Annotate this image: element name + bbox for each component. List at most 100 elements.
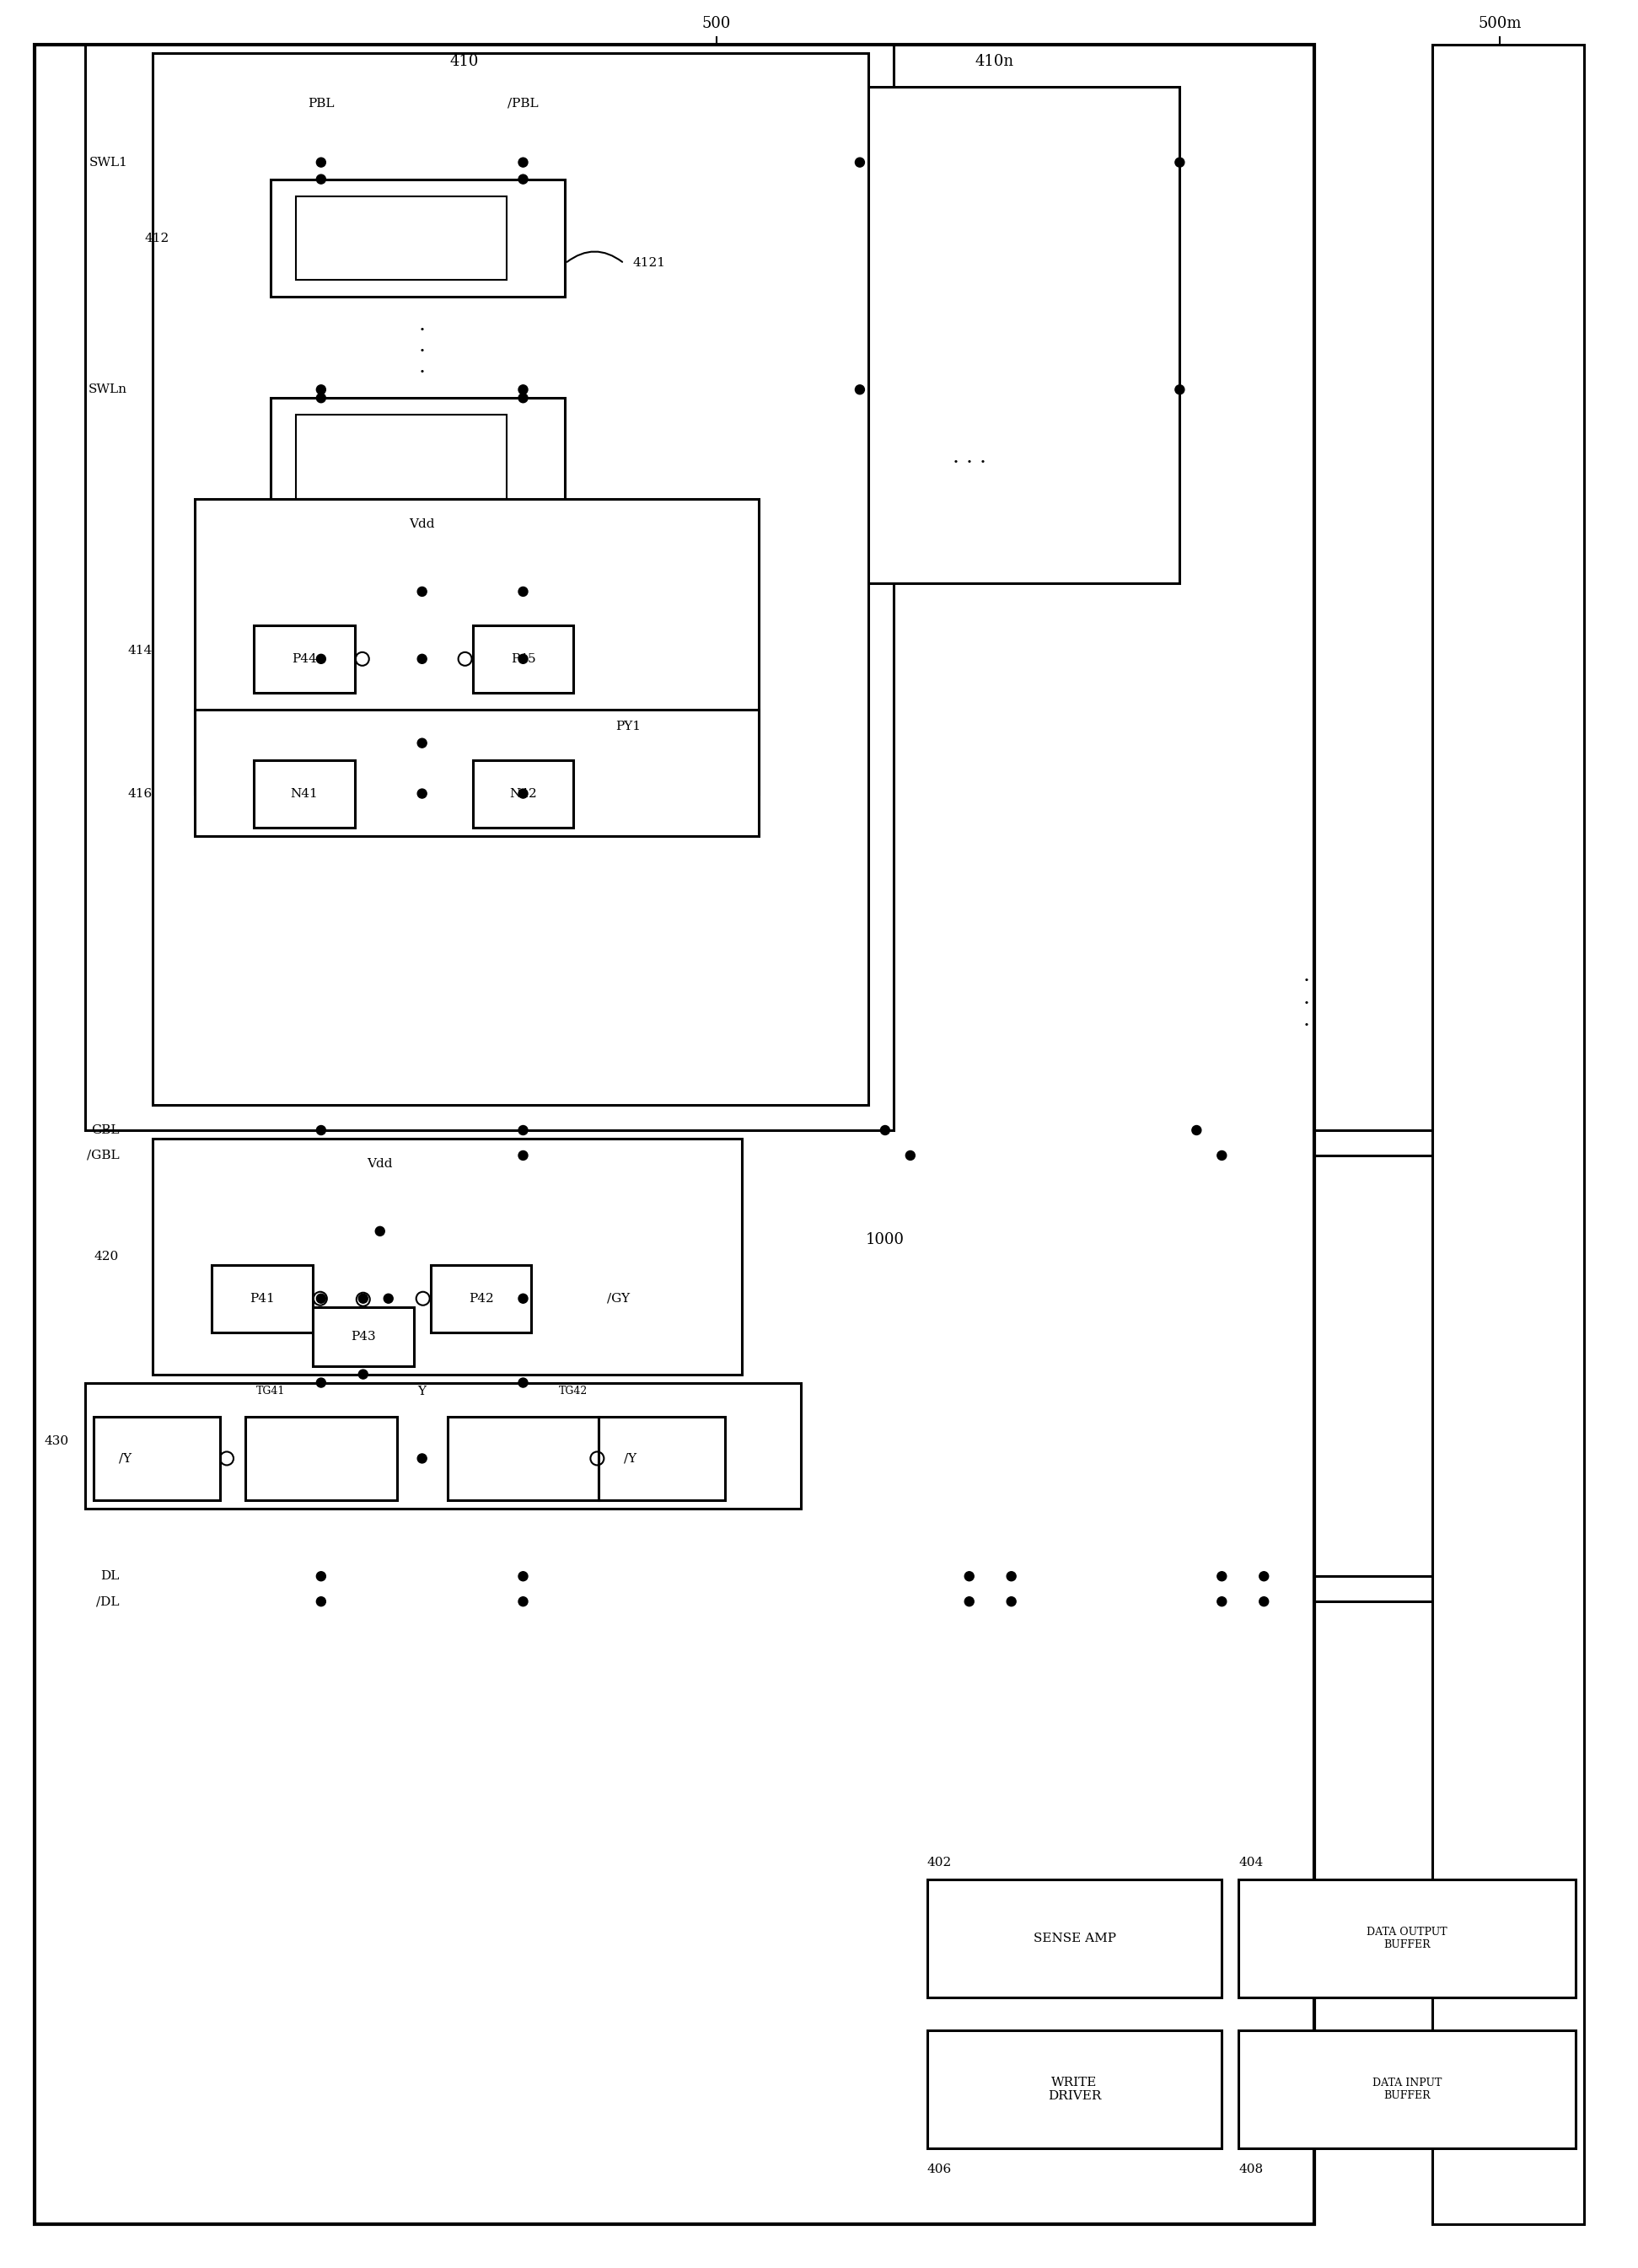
Circle shape bbox=[519, 1379, 527, 1388]
Text: PY1: PY1 bbox=[616, 721, 640, 733]
Text: /Y: /Y bbox=[624, 1452, 637, 1465]
Text: 4121: 4121 bbox=[632, 259, 665, 270]
Circle shape bbox=[519, 1597, 527, 1606]
Circle shape bbox=[375, 1227, 385, 1236]
Circle shape bbox=[855, 159, 865, 168]
Text: Vdd: Vdd bbox=[410, 519, 436, 531]
Bar bbox=[296, 415, 506, 499]
Text: ·: · bbox=[419, 342, 426, 361]
Circle shape bbox=[519, 653, 527, 665]
Text: /GBL: /GBL bbox=[87, 1150, 120, 1161]
Bar bbox=[195, 499, 758, 794]
Text: . . .: . . . bbox=[952, 447, 986, 467]
Bar bbox=[1238, 2030, 1576, 2148]
Circle shape bbox=[359, 1295, 369, 1304]
Text: 430: 430 bbox=[44, 1436, 69, 1447]
Circle shape bbox=[519, 159, 527, 168]
Circle shape bbox=[855, 386, 865, 395]
Bar bbox=[85, 1383, 801, 1508]
Text: P44: P44 bbox=[292, 653, 316, 665]
Bar bbox=[34, 45, 1314, 2225]
Circle shape bbox=[316, 175, 326, 184]
Circle shape bbox=[1174, 159, 1184, 168]
Circle shape bbox=[418, 1454, 428, 1463]
Bar bbox=[431, 1266, 531, 1331]
Circle shape bbox=[316, 1572, 326, 1581]
Text: 406: 406 bbox=[927, 2164, 952, 2175]
Text: P42: P42 bbox=[468, 1293, 493, 1304]
Circle shape bbox=[1217, 1150, 1227, 1161]
Text: TG41: TG41 bbox=[256, 1386, 285, 1397]
Text: DATA OUTPUT
BUFFER: DATA OUTPUT BUFFER bbox=[1366, 1926, 1448, 1950]
Text: DL: DL bbox=[100, 1569, 120, 1583]
Text: 410n: 410n bbox=[975, 54, 1014, 68]
Circle shape bbox=[316, 1597, 326, 1606]
Bar bbox=[246, 1415, 396, 1501]
Text: ·
·
·: · · · bbox=[1302, 973, 1309, 1036]
Circle shape bbox=[1217, 1572, 1227, 1581]
Text: ·: · bbox=[419, 322, 426, 340]
Circle shape bbox=[1192, 1125, 1201, 1134]
Text: DATA INPUT
BUFFER: DATA INPUT BUFFER bbox=[1373, 2077, 1441, 2102]
Text: /PBL: /PBL bbox=[508, 98, 539, 109]
Circle shape bbox=[418, 739, 428, 748]
Text: P43: P43 bbox=[351, 1331, 375, 1343]
Text: Vdd: Vdd bbox=[367, 1159, 393, 1170]
Bar bbox=[85, 45, 893, 1129]
Bar bbox=[473, 760, 573, 828]
Circle shape bbox=[519, 1150, 527, 1161]
Text: 420: 420 bbox=[95, 1250, 120, 1263]
Text: 416: 416 bbox=[128, 787, 152, 801]
Text: 500m: 500m bbox=[1477, 16, 1522, 32]
Text: /Y: /Y bbox=[120, 1452, 131, 1465]
Circle shape bbox=[1007, 1572, 1016, 1581]
Circle shape bbox=[1260, 1597, 1268, 1606]
Text: 410: 410 bbox=[450, 54, 478, 68]
Bar bbox=[600, 1415, 726, 1501]
Text: WRITE
DRIVER: WRITE DRIVER bbox=[1048, 2077, 1101, 2102]
Circle shape bbox=[418, 587, 428, 596]
Circle shape bbox=[519, 789, 527, 798]
Bar bbox=[270, 179, 565, 297]
Circle shape bbox=[519, 587, 527, 596]
Text: N42: N42 bbox=[509, 787, 537, 801]
Text: P45: P45 bbox=[511, 653, 536, 665]
Circle shape bbox=[316, 1295, 326, 1304]
Text: SENSE AMP: SENSE AMP bbox=[1034, 1932, 1115, 1944]
Text: 404: 404 bbox=[1238, 1857, 1263, 1869]
Circle shape bbox=[316, 386, 326, 395]
Text: /DL: /DL bbox=[97, 1597, 120, 1608]
Circle shape bbox=[519, 175, 527, 184]
Text: SWL1: SWL1 bbox=[88, 156, 128, 168]
Bar bbox=[152, 1139, 742, 1374]
Circle shape bbox=[881, 1125, 889, 1134]
Bar bbox=[927, 1880, 1222, 1998]
Bar bbox=[152, 52, 868, 1105]
Text: 408: 408 bbox=[1238, 2164, 1263, 2175]
Bar bbox=[313, 1306, 414, 1365]
Text: 500: 500 bbox=[703, 16, 731, 32]
Bar bbox=[860, 86, 1179, 583]
Circle shape bbox=[418, 653, 428, 665]
Circle shape bbox=[1217, 1597, 1227, 1606]
Text: /GY: /GY bbox=[608, 1293, 631, 1304]
Bar bbox=[270, 397, 565, 515]
Text: GBL: GBL bbox=[90, 1125, 120, 1136]
Circle shape bbox=[519, 386, 527, 395]
Bar bbox=[473, 626, 573, 692]
Circle shape bbox=[965, 1597, 975, 1606]
Text: PBL: PBL bbox=[308, 98, 334, 109]
Text: SWLn: SWLn bbox=[88, 383, 128, 395]
Bar bbox=[927, 2030, 1222, 2148]
Bar bbox=[254, 626, 355, 692]
Circle shape bbox=[383, 1295, 393, 1304]
Circle shape bbox=[316, 1379, 326, 1388]
Circle shape bbox=[359, 1370, 369, 1379]
Bar bbox=[1238, 1880, 1576, 1998]
Text: N41: N41 bbox=[290, 787, 318, 801]
Bar bbox=[195, 710, 758, 835]
Text: 412: 412 bbox=[144, 231, 170, 245]
Circle shape bbox=[1260, 1572, 1268, 1581]
Bar bbox=[254, 760, 355, 828]
Bar bbox=[447, 1415, 600, 1501]
